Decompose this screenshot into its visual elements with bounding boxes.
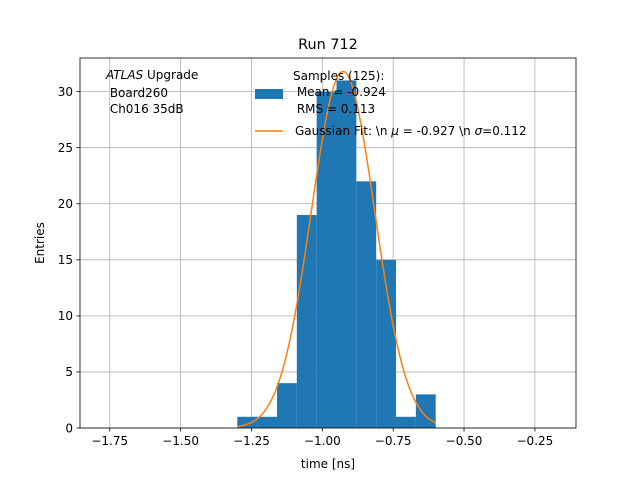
histogram-bar — [376, 259, 397, 428]
legend-fit-prefix: Gaussian Fit: \n — [295, 124, 391, 138]
y-axis-ticks: 0 5 10 15 20 25 30 — [58, 85, 80, 435]
annotation-line-3: Ch016 35dB — [106, 102, 184, 116]
x-tick-label: −0.75 — [375, 434, 412, 448]
experiment-annotation: ATLAS Upgrade Board260 Ch016 35dB — [105, 68, 198, 116]
legend-histogram-line-2: Mean = -0.924 — [293, 85, 386, 99]
histogram-bar — [237, 416, 258, 428]
histogram-bar — [296, 214, 317, 428]
y-tick-label: 25 — [58, 141, 73, 155]
histogram-bars — [237, 80, 436, 429]
plot-frame — [79, 57, 577, 429]
histogram-bar — [336, 80, 357, 428]
x-tick-label: −0.25 — [517, 434, 554, 448]
annotation-line-2: Board260 — [106, 86, 168, 100]
histogram-bar — [396, 416, 416, 428]
x-tick-label: −1.50 — [162, 434, 199, 448]
legend-fit-sigma-text: =0.112 — [482, 124, 526, 138]
annotation-rest: Upgrade — [143, 68, 198, 82]
legend-histogram-swatch — [255, 89, 283, 99]
x-axis-label: time [ns] — [301, 457, 355, 471]
legend-fit-mu-symbol: μ — [390, 124, 399, 138]
x-tick-label: −1.75 — [91, 434, 128, 448]
y-tick-label: 30 — [58, 85, 73, 99]
legend-fit-sigma-symbol: σ — [475, 124, 483, 138]
histogram-bar — [276, 383, 297, 428]
histogram-bar — [356, 181, 377, 428]
y-tick-label: 15 — [58, 253, 73, 267]
legend-fit-label: Gaussian Fit: \n μ = -0.927 \n σ=0.112 — [295, 124, 527, 138]
legend: Samples (125): Mean = -0.924 RMS = 0.113… — [255, 69, 527, 138]
x-tick-label: −1.25 — [233, 434, 270, 448]
y-axis-label: Entries — [33, 222, 47, 264]
x-axis-ticks: −1.75 −1.50 −1.25 −1.00 −0.75 −0.50 −0.25 — [91, 428, 553, 448]
y-tick-label: 0 — [65, 421, 73, 435]
legend-histogram-line-1: Samples (125): — [293, 69, 384, 83]
y-tick-label: 5 — [65, 365, 73, 379]
chart-title: Run 712 — [298, 37, 358, 53]
gaussian-fit-curve — [237, 70, 437, 428]
legend-fit-mu-text: = -0.927 \n — [399, 124, 475, 138]
y-tick-label: 20 — [58, 197, 73, 211]
annotation-italic: ATLAS — [105, 68, 144, 82]
y-tick-label: 10 — [58, 309, 73, 323]
histogram-bar — [415, 394, 436, 428]
histogram-bar — [316, 91, 337, 429]
legend-histogram-line-3: RMS = 0.113 — [293, 102, 375, 116]
annotation-line-1: ATLAS Upgrade — [105, 68, 198, 82]
histogram-bar — [257, 416, 277, 428]
x-tick-label: −0.50 — [446, 434, 483, 448]
x-tick-label: −1.00 — [304, 434, 341, 448]
